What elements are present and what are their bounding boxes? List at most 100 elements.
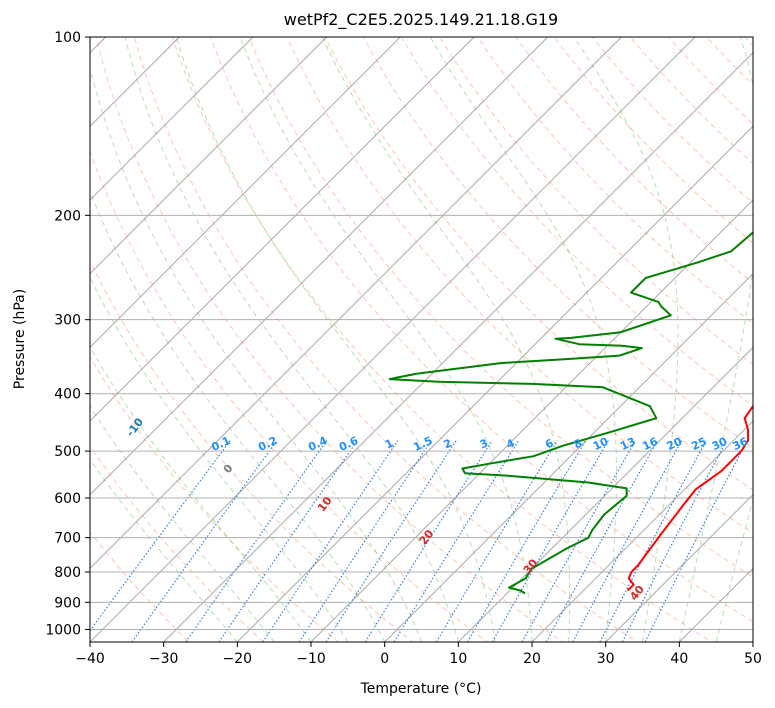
- profiles: [388, 231, 753, 595]
- dry-adiabat-line: [133, 37, 638, 642]
- dry-adiabat-line: [90, 445, 265, 642]
- mixing-ratio-line: [621, 440, 728, 642]
- mixing-ratio-label: 25: [689, 435, 708, 453]
- dry-adiabat-line: [286, 37, 753, 534]
- isotherm-line: [605, 494, 753, 642]
- dry-adiabat-line: [515, 37, 753, 284]
- moist-adiabat-line: [678, 37, 753, 642]
- isotherm-line: [458, 346, 753, 642]
- y-tick-label: 900: [54, 595, 81, 611]
- mixing-ratio-label: 36: [731, 435, 751, 453]
- mixing-ratio-label: 4: [504, 436, 517, 451]
- dry-adiabat-line: [95, 37, 564, 642]
- isotherm-line: [90, 37, 622, 569]
- dry-adiabat-label: 20: [417, 527, 437, 547]
- dry-adiabat-line: [171, 37, 713, 642]
- isotherm-line: [90, 37, 401, 348]
- dry-adiabat-line: [477, 37, 753, 325]
- dry-adiabat-line: [591, 37, 753, 204]
- dry-adiabat-line: [744, 37, 753, 47]
- isotherm-line: [90, 37, 327, 275]
- chart-title: wetPf2_C2E5.2025.149.21.18.G19: [284, 10, 558, 30]
- mixing-ratio-line: [491, 440, 609, 642]
- mixing-ratio-label: 2: [442, 436, 454, 451]
- isotherm-line: [90, 37, 548, 496]
- y-tick-label: 200: [54, 208, 81, 224]
- isotherm-line: [163, 52, 753, 642]
- mixing-ratio-line: [90, 440, 231, 632]
- dry-adiabat-line: [362, 37, 753, 449]
- mixing-ratio-line: [131, 440, 278, 642]
- x-tick-label: 30: [597, 651, 615, 667]
- y-tick-label: 700: [54, 531, 81, 547]
- isotherm-line: [237, 125, 753, 642]
- line-labels: -100-90-80-70-60-50-40-30-20-10010203040…: [124, 415, 751, 603]
- x-tick-label: −20: [223, 651, 253, 667]
- temperature-profile: [626, 404, 753, 592]
- dry-adiabat-label: 30: [521, 556, 541, 576]
- isotherm-line: [384, 273, 753, 642]
- x-axis-label: Temperature (°C): [360, 681, 482, 697]
- mixing-ratio-label: 16: [640, 435, 660, 453]
- x-tick-label: 40: [670, 651, 688, 667]
- pressure-grid: [90, 37, 753, 630]
- y-tick-label: 600: [54, 491, 81, 507]
- moist-adiabat-line: [124, 37, 459, 642]
- moist-adiabat-line: [90, 405, 275, 642]
- dry-adiabat-line: [756, 10, 775, 654]
- isotherm-line: [531, 420, 753, 642]
- x-tick-label: −10: [296, 651, 326, 667]
- dry-adiabat-line: [209, 37, 753, 623]
- plot-frame: [89, 36, 754, 643]
- mixing-ratio-label: 3: [478, 436, 490, 451]
- x-tick-label: 50: [744, 651, 762, 667]
- x-tick-label: 20: [523, 651, 541, 667]
- mixing-ratio-line: [364, 440, 493, 642]
- x-tick-label: 10: [449, 651, 467, 667]
- mixing-ratio-line: [644, 440, 748, 642]
- isotherm-line: [90, 37, 254, 201]
- dry-adiabat-line: [90, 356, 339, 642]
- dry-adiabat-line: [705, 37, 753, 86]
- isotherm-line: [90, 37, 696, 642]
- dry-adiabat-line: [90, 259, 414, 642]
- isotherm-line: [90, 37, 475, 422]
- mixing-ratio-line: [325, 440, 457, 642]
- mixing-ratio-line: [435, 440, 558, 642]
- y-tick-label: 300: [54, 313, 81, 329]
- mixing-ratio-line: [218, 440, 358, 642]
- moist-adiabat-line: [175, 37, 496, 642]
- mixing-ratio-line: [572, 440, 683, 642]
- dewpoint-profile: [388, 231, 753, 595]
- mixing-ratio-label: 20: [665, 435, 685, 453]
- isotherm-line: [310, 199, 753, 642]
- moist-adiabat-line: [321, 37, 571, 642]
- mixing-ratio-line: [298, 440, 432, 642]
- mixing-ratio-label: 1: [383, 436, 395, 451]
- x-axis: −40 −30 −20 −10 0 10 20 30 40 50: [75, 642, 762, 667]
- y-tick-label: 100: [54, 30, 81, 46]
- mixing-ratio-line: [393, 440, 520, 642]
- dry-adiabat-line: [400, 37, 753, 407]
- mixing-ratio-label: 13: [618, 435, 637, 453]
- dry-adiabat-label: 40: [627, 583, 647, 603]
- moist-adiabat-line: [239, 37, 533, 642]
- mixing-ratio-line: [599, 440, 707, 642]
- y-tick-label: 500: [54, 444, 81, 460]
- moist-adiabat-line: [90, 189, 386, 642]
- moist-adiabat-line: [715, 497, 753, 642]
- dry-adiabat-line: [438, 37, 753, 366]
- background-lines: [90, 10, 775, 654]
- x-tick-label: −30: [149, 651, 179, 667]
- moist-adiabat-line: [90, 276, 349, 642]
- moist-adiabat-line: [90, 458, 238, 642]
- moist-adiabat-line: [90, 66, 422, 642]
- dry-adiabat-label: -10: [124, 415, 147, 439]
- mixing-ratio-line: [185, 440, 328, 642]
- moist-adiabat-line: [90, 346, 312, 642]
- isotherm-line: [752, 641, 753, 642]
- dry-adiabat-line: [629, 37, 753, 165]
- y-axis: 100 200 300 400 500 600 700 800 900 1000: [45, 30, 90, 638]
- moist-adiabat-line: [573, 37, 679, 642]
